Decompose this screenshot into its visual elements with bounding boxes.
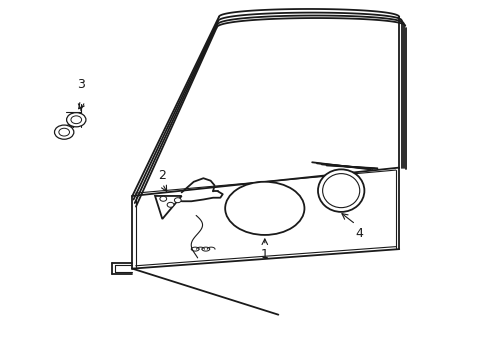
Circle shape	[59, 128, 69, 136]
Text: 4: 4	[355, 227, 363, 240]
Text: 3: 3	[77, 78, 85, 91]
Ellipse shape	[224, 182, 304, 235]
Circle shape	[160, 196, 166, 201]
Circle shape	[54, 125, 74, 139]
Text: 1: 1	[260, 248, 268, 261]
Ellipse shape	[317, 169, 364, 212]
Ellipse shape	[322, 174, 359, 208]
Circle shape	[71, 116, 81, 123]
Text: 2: 2	[158, 169, 166, 182]
Circle shape	[174, 198, 181, 203]
Circle shape	[167, 202, 174, 207]
Circle shape	[66, 113, 86, 127]
Polygon shape	[155, 196, 181, 219]
